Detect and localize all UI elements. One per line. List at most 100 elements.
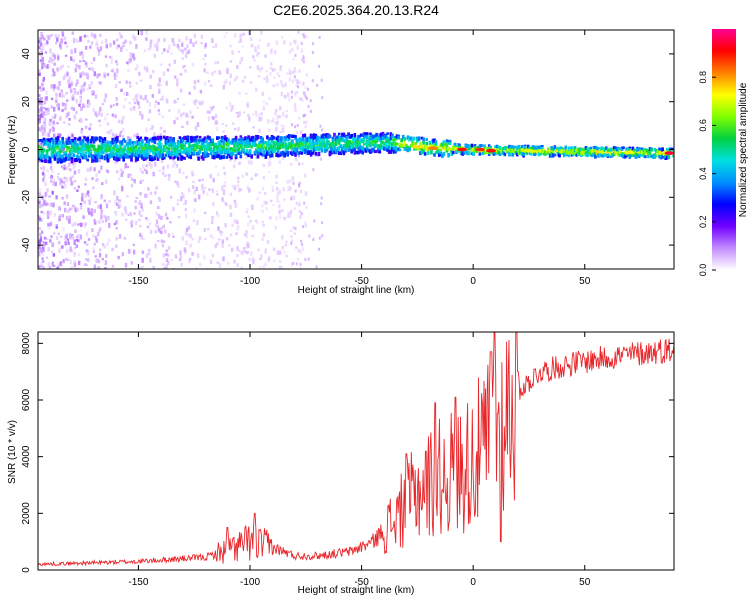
spectrogram-band-cell	[500, 149, 503, 154]
spectrogram-noise-cell	[175, 164, 178, 168]
spectrogram-noise-cell	[104, 116, 107, 121]
spectrogram-noise-cell	[84, 193, 87, 198]
spectrogram-noise-cell	[57, 172, 60, 175]
spectrogram-band-cell	[598, 153, 602, 157]
spectrogram-noise-cell	[318, 64, 321, 68]
spectrogram-noise-cell	[40, 246, 43, 251]
spectrogram-band-cell	[372, 135, 375, 139]
spectrogram-noise-cell	[160, 215, 164, 220]
spectrogram-noise-cell	[224, 79, 228, 84]
spectrogram-blob	[346, 140, 352, 144]
spectrogram-noise-cell	[149, 43, 152, 49]
spectrogram-noise-cell	[44, 181, 47, 186]
colorbar-ticks: 0.00.20.40.60.8	[698, 71, 716, 276]
spectrogram-hot-spot	[664, 151, 674, 155]
spectrogram-band-cell	[408, 137, 411, 142]
spectrogram-noise-cell	[85, 62, 88, 68]
spectrogram-noise-cell	[148, 109, 152, 114]
spectrogram-noise-cell	[298, 162, 301, 166]
spectrogram-band-cell	[470, 151, 474, 155]
spectrogram-band-cell	[576, 151, 580, 157]
spectrogram-band-cell	[258, 141, 261, 145]
spectrogram-blob	[185, 147, 191, 152]
spectrogram-noise-cell	[320, 78, 323, 82]
spectrogram-band-cell	[75, 154, 79, 159]
spectrogram-blob	[103, 143, 110, 148]
spectrogram-band-cell	[366, 139, 369, 144]
spectrogram-noise-cell	[298, 201, 301, 206]
spectrogram-band-cell	[653, 147, 657, 152]
spectrogram-noise-cell	[305, 120, 308, 125]
spectrogram-band-cell	[406, 145, 410, 150]
spectrogram-band-cell	[252, 135, 255, 140]
spectrogram-band-cell	[139, 136, 143, 140]
spectrogram-band-cell	[95, 136, 99, 141]
spectrogram-noise-cell	[57, 232, 60, 236]
spectrogram-noise-cell	[78, 103, 81, 107]
spectrogram-noise-cell	[214, 243, 217, 249]
spectrogram-noise-cell	[70, 49, 73, 55]
spectrogram-noise-cell	[223, 35, 226, 39]
spectrogram-noise-cell	[198, 194, 201, 200]
spectrogram-noise-cell	[291, 123, 293, 127]
snr-x-tick-label: 50	[579, 577, 591, 588]
spectrogram-band-cell	[86, 158, 89, 162]
spectrogram-noise-cell	[290, 163, 293, 166]
spectrogram-band-cell	[61, 136, 64, 140]
spectrogram-noise-cell	[212, 116, 215, 120]
spectrogram-noise-cell	[52, 127, 55, 132]
spectrogram-band-cell	[537, 152, 541, 157]
spectrogram-blob	[341, 138, 348, 143]
spectrogram-band-cell	[173, 151, 177, 156]
spectrogram-band-cell	[439, 143, 443, 148]
spectrogram-noise-cell	[43, 199, 46, 205]
spectrogram-noise-cell	[43, 107, 46, 110]
spectrogram-noise-cell	[304, 113, 307, 117]
spectrogram-noise-cell	[122, 128, 125, 132]
spectrogram-noise-cell	[100, 112, 103, 117]
spectrogram-band-cell	[262, 152, 266, 157]
spectrogram-noise-cell	[141, 179, 144, 182]
spectrogram-band-cell	[163, 135, 166, 139]
spectrogram-band-cell	[194, 145, 197, 150]
spectrogram-band-cell	[148, 138, 152, 142]
spectrogram-noise-cell	[48, 121, 51, 127]
spectrogram-band-cell	[56, 136, 60, 140]
spectrogram-noise-cell	[312, 168, 315, 172]
spectrogram-band-cell	[384, 138, 388, 142]
spectrogram-band-cell	[242, 140, 246, 145]
spectrogram-band-cell	[611, 148, 614, 152]
spectrogram-band-cell	[442, 140, 446, 145]
spectrogram-noise-cell	[44, 191, 48, 196]
spectrogram-noise-cell	[62, 94, 66, 98]
spectrogram-noise-cell	[50, 33, 53, 37]
spectrogram-band-cell	[237, 151, 241, 155]
spectrogram-noise-cell	[255, 87, 258, 92]
spectrogram-noise-cell	[38, 72, 41, 76]
spectrogram-noise-cell	[47, 112, 50, 116]
spectrogram-noise-cell	[79, 36, 82, 41]
spectrogram-noise-cell	[133, 134, 136, 138]
spectrogram-band-cell	[409, 144, 413, 148]
spectrogram-band-cell	[177, 139, 180, 143]
spectrogram-band-cell	[531, 145, 535, 148]
spectrogram-band-cell	[533, 152, 536, 156]
spectrogram-noise-cell	[41, 35, 44, 40]
spectrogram-band-cell	[325, 145, 328, 150]
spectrogram-band-cell	[584, 146, 588, 150]
spectrogram-noise-cell	[295, 90, 299, 94]
spectrogram-band-cell	[483, 147, 486, 150]
spectrogram-band-cell	[272, 144, 275, 148]
spectrogram-band-cell	[287, 144, 291, 148]
spectrogram-band-cell	[325, 149, 328, 152]
spectrogram-band-cell	[501, 147, 505, 151]
spectrogram-noise-cell	[50, 97, 54, 101]
spectrogram-band-cell	[80, 146, 83, 151]
spectrogram-band-cell	[195, 145, 199, 148]
spectrogram-blob	[392, 142, 399, 146]
spectrogram-noise-cell	[80, 106, 83, 111]
spectrogram-noise-cell	[71, 235, 75, 239]
spectrogram-band-cell	[56, 144, 60, 148]
spectrogram-noise-cell	[280, 266, 283, 269]
spectrogram-band-cell	[103, 137, 107, 142]
